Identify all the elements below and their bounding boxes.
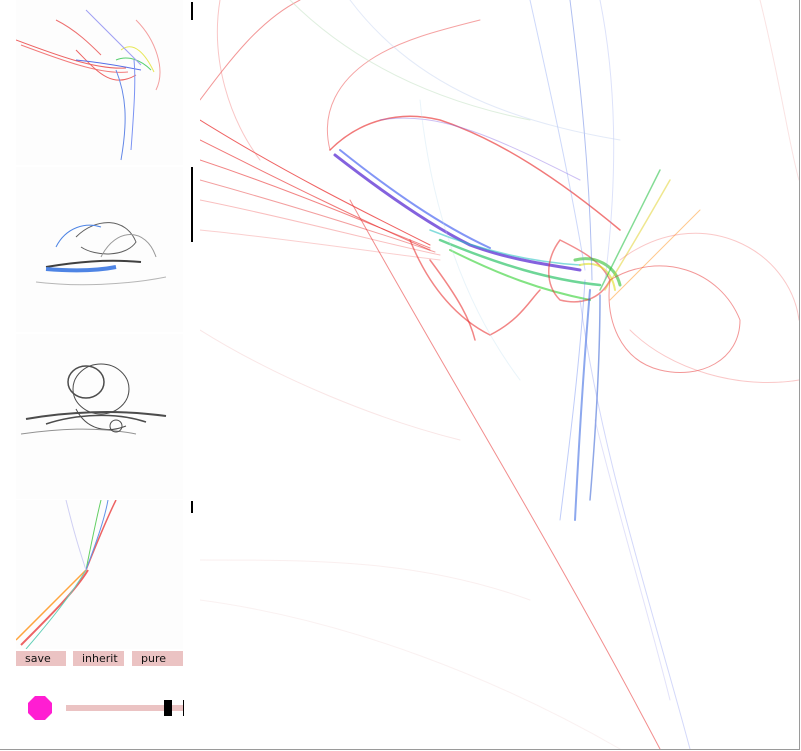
save-button[interactable]: save (16, 651, 66, 666)
thumbnail-1-art (16, 9, 161, 161)
thumbnail-2-marker (191, 167, 193, 242)
main-canvas[interactable] (200, 0, 799, 749)
thumbnail-3-art (20, 363, 167, 435)
thumbnail-1-marker (191, 2, 193, 20)
slider-handle[interactable] (164, 700, 173, 716)
thumbnail-4-marker (191, 501, 193, 513)
slider-track[interactable] (66, 705, 183, 711)
inherit-button[interactable]: inherit (73, 651, 124, 666)
main-canvas-art (200, 0, 799, 749)
thumbnail-4-art (16, 500, 117, 649)
thumbnail-1[interactable] (16, 0, 183, 165)
color-swatch-icon[interactable] (28, 696, 52, 720)
thumbnail-4[interactable] (16, 500, 183, 649)
thumbnail-2-art (35, 222, 167, 286)
thumbnail-2[interactable] (16, 167, 183, 332)
thumbnail-3[interactable] (16, 334, 183, 499)
slider-end-tick (183, 700, 184, 716)
pure-button[interactable]: pure (132, 651, 183, 666)
